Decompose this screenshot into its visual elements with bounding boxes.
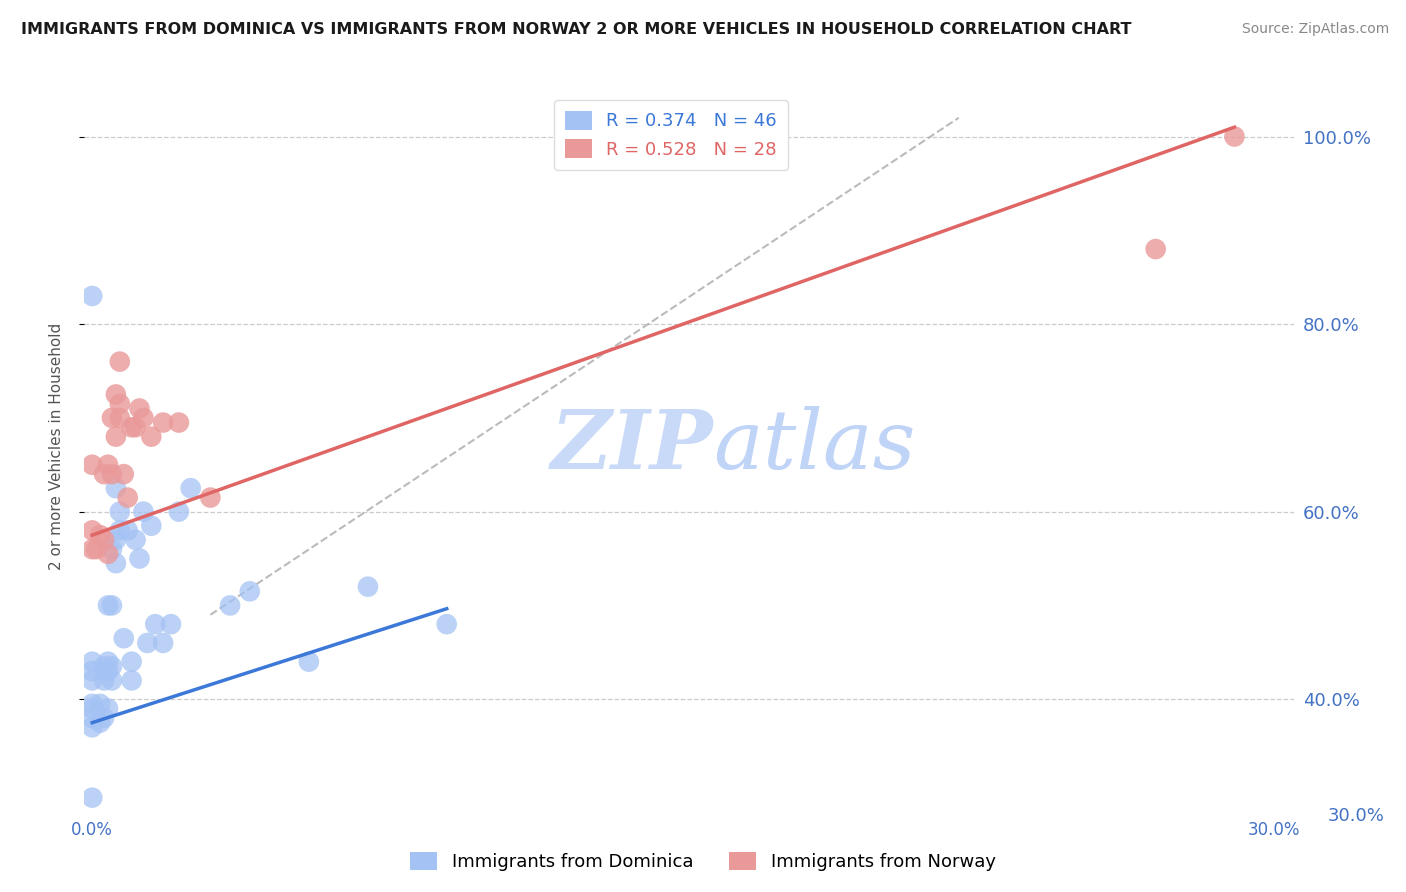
Point — [167, 505, 190, 519]
Point — [104, 556, 127, 570]
Point — [82, 697, 104, 711]
Point — [93, 467, 115, 482]
Point — [200, 491, 222, 505]
Point — [93, 711, 115, 725]
Point — [97, 655, 120, 669]
Point — [89, 715, 111, 730]
Point — [93, 659, 115, 673]
Point — [112, 632, 135, 646]
Point — [89, 528, 111, 542]
Text: Source: ZipAtlas.com: Source: ZipAtlas.com — [1241, 22, 1389, 37]
Point — [104, 533, 127, 547]
Point — [219, 599, 242, 613]
Text: 30.0%: 30.0% — [1329, 807, 1385, 825]
Point — [121, 655, 143, 669]
Point — [298, 655, 321, 669]
Point — [104, 481, 127, 495]
Point — [357, 580, 380, 594]
Point — [97, 547, 120, 561]
Point — [1223, 129, 1246, 144]
Point — [101, 659, 124, 673]
Point — [436, 617, 458, 632]
Point — [128, 551, 150, 566]
Point — [108, 354, 131, 368]
Point — [82, 664, 104, 678]
Point — [167, 416, 190, 430]
Point — [97, 599, 120, 613]
Point — [128, 401, 150, 416]
Point — [82, 711, 104, 725]
Point — [93, 533, 115, 547]
Point — [101, 467, 124, 482]
Point — [124, 533, 146, 547]
Point — [132, 410, 155, 425]
Point — [108, 410, 131, 425]
Text: ZIP: ZIP — [551, 406, 713, 486]
Text: atlas: atlas — [713, 406, 915, 486]
Point — [97, 701, 120, 715]
Point — [124, 420, 146, 434]
Point — [136, 636, 159, 650]
Point — [89, 697, 111, 711]
Point — [108, 505, 131, 519]
Point — [101, 542, 124, 557]
Point — [82, 524, 104, 538]
Point — [82, 701, 104, 715]
Point — [112, 467, 135, 482]
Point — [97, 664, 120, 678]
Point — [117, 491, 139, 505]
Point — [82, 458, 104, 472]
Point — [143, 617, 166, 632]
Point — [82, 720, 104, 734]
Point — [97, 458, 120, 472]
Point — [121, 673, 143, 688]
Point — [108, 524, 131, 538]
Point — [82, 790, 104, 805]
Point — [160, 617, 183, 632]
Legend: Immigrants from Dominica, Immigrants from Norway: Immigrants from Dominica, Immigrants fro… — [404, 845, 1002, 879]
Point — [82, 655, 104, 669]
Legend: R = 0.374   N = 46, R = 0.528   N = 28: R = 0.374 N = 46, R = 0.528 N = 28 — [554, 100, 787, 169]
Text: IMMIGRANTS FROM DOMINICA VS IMMIGRANTS FROM NORWAY 2 OR MORE VEHICLES IN HOUSEHO: IMMIGRANTS FROM DOMINICA VS IMMIGRANTS F… — [21, 22, 1132, 37]
Point — [141, 518, 163, 533]
Point — [104, 387, 127, 401]
Point — [117, 524, 139, 538]
Point — [180, 481, 202, 495]
Point — [239, 584, 262, 599]
Point — [82, 542, 104, 557]
Point — [108, 397, 131, 411]
Point — [152, 416, 174, 430]
Point — [104, 429, 127, 443]
Point — [141, 429, 163, 443]
Point — [101, 410, 124, 425]
Point — [121, 420, 143, 434]
Point — [101, 673, 124, 688]
Point — [93, 673, 115, 688]
Point — [82, 673, 104, 688]
Point — [132, 505, 155, 519]
Point — [1144, 242, 1167, 256]
Point — [84, 542, 107, 557]
Point — [101, 599, 124, 613]
Y-axis label: 2 or more Vehicles in Household: 2 or more Vehicles in Household — [49, 322, 63, 570]
Point — [152, 636, 174, 650]
Point — [82, 289, 104, 303]
